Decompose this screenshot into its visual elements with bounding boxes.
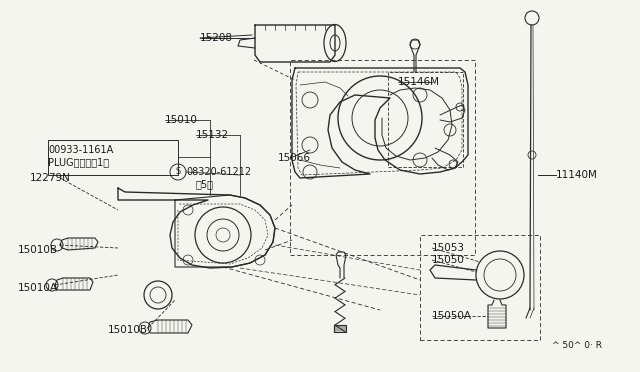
Text: ^ 50^ 0· R: ^ 50^ 0· R bbox=[552, 341, 602, 350]
Text: （5）: （5） bbox=[196, 179, 214, 189]
Text: 11140M: 11140M bbox=[556, 170, 598, 180]
Text: 15050: 15050 bbox=[432, 255, 465, 265]
Text: PLUGプラグ（1）: PLUGプラグ（1） bbox=[48, 157, 109, 167]
Text: 15066: 15066 bbox=[278, 153, 311, 163]
Text: 15010: 15010 bbox=[165, 115, 198, 125]
Text: 15010A: 15010A bbox=[18, 283, 58, 293]
Text: 00933-1161A: 00933-1161A bbox=[48, 145, 113, 155]
Text: 15146M: 15146M bbox=[398, 77, 440, 87]
Text: 08320-61212: 08320-61212 bbox=[186, 167, 251, 177]
Bar bbox=[420, 235, 540, 340]
Text: 15050A: 15050A bbox=[432, 311, 472, 321]
Text: 15208: 15208 bbox=[200, 33, 233, 43]
Text: 15010B: 15010B bbox=[18, 245, 58, 255]
Text: 15132: 15132 bbox=[196, 130, 229, 140]
Text: 15053: 15053 bbox=[432, 243, 465, 253]
Bar bbox=[48, 140, 178, 175]
Bar bbox=[290, 60, 475, 255]
Text: S: S bbox=[175, 167, 180, 176]
Text: 15010B: 15010B bbox=[108, 325, 148, 335]
Bar bbox=[388, 72, 463, 167]
Text: 12279N: 12279N bbox=[30, 173, 71, 183]
